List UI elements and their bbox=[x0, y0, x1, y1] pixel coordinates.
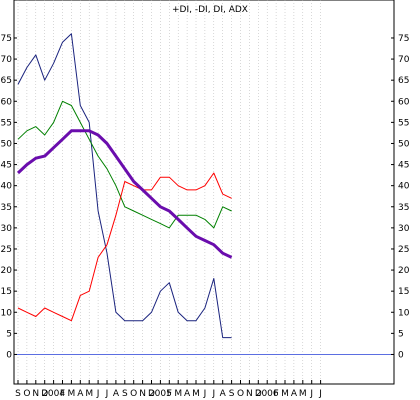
x-tick-label: J bbox=[96, 389, 100, 399]
y-tick-label-left: 50 bbox=[1, 139, 13, 149]
y-tick-label-left: 60 bbox=[1, 97, 13, 107]
y-axis-left: 0 5 10 15 20 25 30 35 40 45 50 55 60 65 70 75 bbox=[1, 34, 17, 360]
x-tick-label: 2005 bbox=[149, 389, 172, 399]
x-tick-label: 2006 bbox=[256, 389, 279, 399]
y-tick-label-right: 30 bbox=[398, 224, 410, 234]
x-tick-label: F bbox=[167, 389, 172, 399]
x-tick-label: A bbox=[220, 389, 227, 399]
x-tick-label: J bbox=[318, 389, 322, 399]
y-tick-label-left: 35 bbox=[1, 203, 12, 213]
x-tick-label: F bbox=[274, 389, 279, 399]
x-tick-label: J bbox=[211, 389, 215, 399]
y-tick-label-left: 10 bbox=[1, 308, 13, 318]
x-tick-label: M bbox=[68, 389, 76, 399]
x-tick-label: A bbox=[291, 389, 298, 399]
y-tick-label-left: 45 bbox=[1, 161, 12, 171]
y-tick-label-left: 5 bbox=[6, 329, 12, 339]
y-tick-label-right: 55 bbox=[398, 118, 409, 128]
y-tick-label-right: 40 bbox=[398, 182, 410, 192]
y-tick-label-right: 5 bbox=[398, 329, 404, 339]
y-tick-label-left: 0 bbox=[6, 350, 12, 360]
x-tick-label: D bbox=[41, 389, 48, 399]
x-tick-label: 2004 bbox=[42, 389, 65, 399]
y-tick-label-right: 70 bbox=[398, 55, 410, 65]
y-tick-label-right: 50 bbox=[398, 139, 410, 149]
y-tick-label-left: 25 bbox=[1, 245, 12, 255]
x-tick-label: J bbox=[203, 389, 207, 399]
x-tick-label: M bbox=[281, 389, 289, 399]
chart-title: +DI, -DI, DI, ADX bbox=[172, 5, 248, 15]
y-tick-label-right: 35 bbox=[398, 203, 409, 213]
x-tick-label: J bbox=[309, 389, 313, 399]
x-tick-label: D bbox=[255, 389, 262, 399]
y-tick-label-left: 75 bbox=[1, 34, 12, 44]
y-tick-label-right: 25 bbox=[398, 245, 409, 255]
x-tick-label: N bbox=[32, 389, 39, 399]
y-tick-label-right: 65 bbox=[398, 76, 409, 86]
y-tick-label-right: 10 bbox=[398, 308, 410, 318]
x-tick-label: M bbox=[85, 389, 93, 399]
x-tick-label: A bbox=[184, 389, 191, 399]
x-tick-label: J bbox=[105, 389, 109, 399]
x-tick-label: F bbox=[60, 389, 65, 399]
x-tick-label: S bbox=[15, 389, 21, 399]
y-tick-label-left: 20 bbox=[1, 266, 13, 276]
x-tick-label: M bbox=[299, 389, 307, 399]
y-tick-label-left: 40 bbox=[1, 182, 13, 192]
y-tick-label-right: 15 bbox=[398, 287, 409, 297]
y-tick-label-right: 0 bbox=[398, 350, 404, 360]
y-tick-label-left: 65 bbox=[1, 76, 12, 86]
y-tick-label-right: 75 bbox=[398, 34, 409, 44]
grid bbox=[17, 0, 321, 384]
series-layer bbox=[16, 33, 233, 339]
x-tick-label: S bbox=[122, 389, 128, 399]
x-tick-label: M bbox=[192, 389, 200, 399]
x-tick-label: A bbox=[77, 389, 84, 399]
y-tick-label-left: 30 bbox=[1, 224, 13, 234]
series-line-3 bbox=[16, 129, 233, 259]
x-tick-label: O bbox=[130, 389, 137, 399]
y-tick-label-left: 55 bbox=[1, 118, 12, 128]
y-tick-label-right: 20 bbox=[398, 266, 410, 276]
y-tick-label-left: 15 bbox=[1, 287, 12, 297]
series-line-1 bbox=[17, 100, 232, 229]
x-tick-label: N bbox=[246, 389, 253, 399]
x-tick-label: D bbox=[148, 389, 155, 399]
x-tick-label: M bbox=[174, 389, 182, 399]
x-tick-label: N bbox=[139, 389, 146, 399]
y-tick-label-right: 45 bbox=[398, 161, 409, 171]
y-tick-label-right: 60 bbox=[398, 97, 410, 107]
x-tick-label: O bbox=[23, 389, 30, 399]
series-line-2 bbox=[17, 172, 232, 322]
y-tick-label-left: 70 bbox=[1, 55, 13, 65]
x-tick-label: O bbox=[237, 389, 244, 399]
plot-frame bbox=[13, 0, 395, 385]
series-line-0 bbox=[17, 33, 232, 339]
x-tick-label: S bbox=[229, 389, 235, 399]
x-tick-label: A bbox=[113, 389, 120, 399]
y-axis-right: 0 5 10 15 20 25 30 35 40 45 50 55 60 65 70 75 bbox=[391, 34, 410, 360]
